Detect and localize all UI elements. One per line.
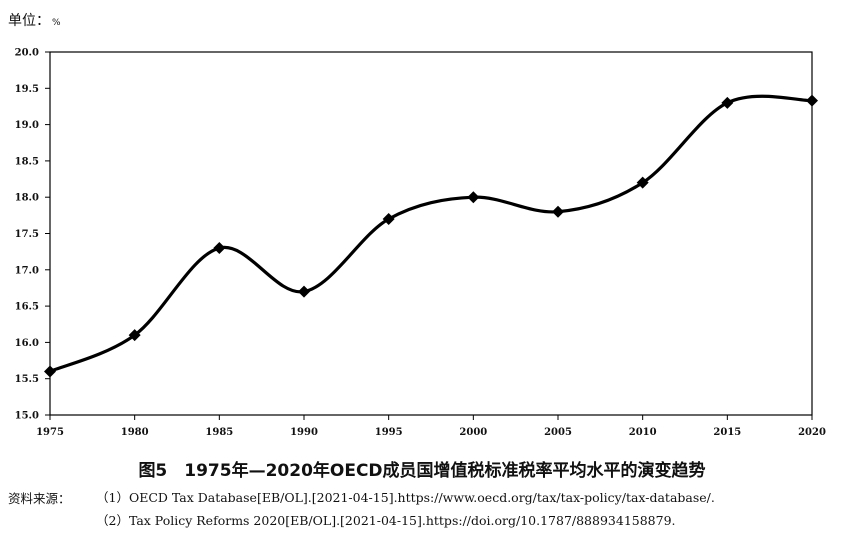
data-point bbox=[298, 285, 310, 298]
data-point bbox=[636, 176, 649, 189]
x-tick-label: 1975 bbox=[36, 427, 64, 438]
y-tick-label: 16.0 bbox=[15, 338, 39, 349]
source-reference-2: （2）Tax Policy Reforms 2020[EB/OL].[2021-… bbox=[96, 513, 676, 528]
data-point bbox=[128, 329, 141, 342]
y-tick-label: 17.5 bbox=[15, 229, 39, 240]
y-tick-label: 19.5 bbox=[15, 84, 39, 95]
data-point bbox=[467, 191, 480, 204]
data-point bbox=[806, 94, 818, 107]
unit-label-text: 单位： bbox=[8, 13, 50, 29]
data-point bbox=[552, 205, 564, 218]
data-point bbox=[721, 96, 734, 109]
y-tick-label: 15.5 bbox=[15, 374, 39, 385]
y-tick-label: 16.5 bbox=[15, 302, 39, 313]
y-tick-label: 18.0 bbox=[15, 193, 39, 204]
series bbox=[44, 94, 818, 378]
series-line bbox=[49, 94, 813, 373]
x-tick-label: 1980 bbox=[121, 427, 149, 438]
y-axis: 15.0 15.5 16.0 16.5 17.0 17.5 18.0 18.5 19.0 19.5… bbox=[15, 48, 813, 422]
y-tick-label: 18.5 bbox=[15, 156, 39, 167]
line-chart: 15.0 15.5 16.0 16.5 17.0 17.5 18.0 18.5 19.0 19.5… bbox=[15, 48, 826, 439]
figure-caption: 图5 1975年—2020年OECD成员国增值税标准税率平均水平的演变趋势 bbox=[138, 461, 706, 481]
y-tick-label: 15.0 bbox=[15, 411, 39, 422]
data-point bbox=[213, 242, 226, 255]
y-tick-label: 17.0 bbox=[15, 265, 39, 276]
unit-value: % bbox=[52, 18, 61, 28]
x-tick-label: 1985 bbox=[205, 427, 233, 438]
x-tick-label: 2005 bbox=[544, 427, 572, 438]
data-point bbox=[382, 212, 395, 225]
x-tick-label: 2015 bbox=[713, 427, 741, 438]
x-tick-label: 2020 bbox=[798, 427, 826, 438]
y-tick-label: 20.0 bbox=[15, 48, 39, 59]
unit-label: 单位：% bbox=[8, 10, 61, 30]
plot-frame bbox=[49, 51, 813, 416]
x-axis: 1975 1980 1985 1990 1995 2000 2005 2010 2015 2020 bbox=[36, 415, 826, 438]
x-tick-label: 1995 bbox=[375, 427, 403, 438]
source-reference-1: （1）OECD Tax Database[EB/OL].[2021-04-15]… bbox=[96, 490, 715, 505]
x-tick-label: 1990 bbox=[290, 427, 318, 438]
x-tick-label: 2010 bbox=[629, 427, 657, 438]
y-tick-label: 19.0 bbox=[15, 120, 39, 131]
data-point bbox=[44, 365, 56, 378]
x-tick-label: 2000 bbox=[459, 427, 487, 438]
source-label: 资料来源： bbox=[8, 491, 71, 506]
